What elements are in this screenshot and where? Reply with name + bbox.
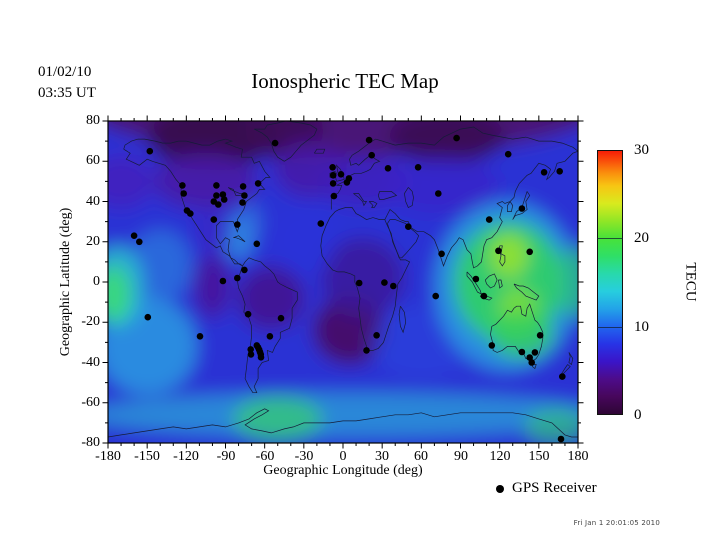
colorbar-tick-label: 10 <box>634 319 649 335</box>
y-tick-label: 60 <box>86 153 100 168</box>
x-tick-label: -60 <box>255 449 275 464</box>
y-tick-label: 20 <box>86 234 100 249</box>
gps-receiver-dot-icon <box>496 484 504 493</box>
render-timestamp: Fri Jan 1 20:01:05 2010 <box>573 519 660 527</box>
x-tick-label: 0 <box>339 449 347 464</box>
y-tick-label: -60 <box>81 395 100 410</box>
y-tick-label: -20 <box>81 314 100 329</box>
page-title: Ionospheric TEC Map <box>251 69 439 93</box>
y-tick-label: 80 <box>86 113 100 128</box>
x-tick-label: -150 <box>134 449 160 464</box>
x-tick-label: 150 <box>528 449 550 464</box>
y-tick-label: -40 <box>81 355 100 370</box>
y-axis-label: Geographic Latitude (deg) <box>58 207 73 357</box>
colorbar-unit-label: TECU <box>682 262 699 302</box>
colorbar-tick-line <box>597 238 623 239</box>
y-tick-label: -80 <box>81 435 100 450</box>
time-label: 03:35 UT <box>38 85 96 101</box>
colorbar-tick-line <box>597 327 623 328</box>
datetime-stamp: 01/02/10 03:35 UT <box>38 62 96 104</box>
y-tick-label: 40 <box>86 194 100 209</box>
colorbar <box>597 150 623 415</box>
x-tick-label: 180 <box>567 449 589 464</box>
x-tick-label: -30 <box>294 449 314 464</box>
x-tick-label: -120 <box>173 449 199 464</box>
x-tick-label: 30 <box>375 449 389 464</box>
x-tick-label: -90 <box>216 449 236 464</box>
x-tick-label: 60 <box>414 449 428 464</box>
y-tick-label: 0 <box>93 274 100 289</box>
x-tick-label: 120 <box>489 449 511 464</box>
date-label: 01/02/10 <box>38 64 92 80</box>
x-tick-label: -180 <box>95 449 121 464</box>
colorbar-tick-label: 30 <box>634 142 649 158</box>
x-axis-label: Geographic Longitude (deg) <box>263 463 423 478</box>
colorbar-tick-label: 0 <box>634 407 642 423</box>
x-tick-label: 90 <box>454 449 468 464</box>
gps-receiver-legend: GPS Receiver <box>496 480 597 497</box>
legend-label: GPS Receiver <box>512 480 597 496</box>
colorbar-tick-label: 20 <box>634 230 649 246</box>
